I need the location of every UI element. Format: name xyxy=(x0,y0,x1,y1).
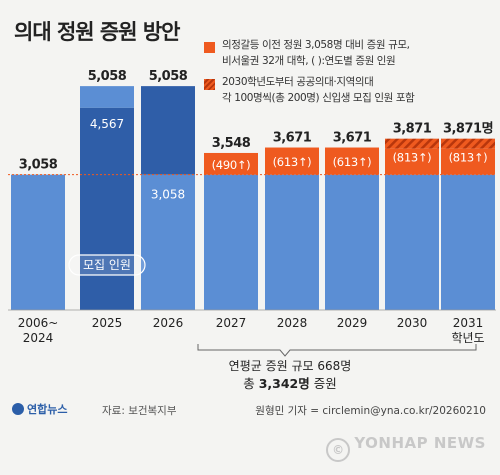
bar-increase xyxy=(265,147,319,175)
bar-increase-label: (490↑) xyxy=(212,158,251,172)
annotation-suffix: 증원 xyxy=(310,376,337,391)
yonhap-logo: 연합뉴스 xyxy=(12,401,67,417)
category-label: 2026 xyxy=(153,316,184,330)
credit-text: 원형민 기자 = circlemin@yna.co.kr/20260210 xyxy=(255,405,486,417)
legend-swatch-increase xyxy=(204,42,215,53)
legend-line: 의정갈등 이전 정원 3,058명 대비 증원 규모, xyxy=(222,39,410,51)
category-label: 2028 xyxy=(277,316,308,330)
logo-mark-icon xyxy=(12,403,24,415)
annotation-line2: 총 3,342명 증원 xyxy=(243,376,337,391)
bar-inner-label: 3,058 xyxy=(151,188,185,202)
category-label-line: 2024 xyxy=(23,331,54,345)
category-label: 2029 xyxy=(337,316,368,330)
category-label-line: 학년도 xyxy=(451,331,484,345)
bar-segment-upper xyxy=(80,86,134,108)
bar-total-label: 3,058 xyxy=(19,158,58,173)
bar-base xyxy=(385,174,439,310)
bar-total-label: 5,058 xyxy=(149,69,188,84)
legend-text-public-med: 2030학년도부터 공공의대·지역의대 각 100명씩(총 200명) 신입생 … xyxy=(222,74,415,106)
watermark: © YONHAP NEWS xyxy=(326,434,486,462)
category-label-line: 2026 xyxy=(153,316,184,330)
bar-increase xyxy=(441,148,495,175)
legend-line: 2030학년도부터 공공의대·지역의대 xyxy=(222,76,374,88)
watermark-text: YONHAP NEWS xyxy=(354,434,486,452)
bar-total-label: 3,671 xyxy=(273,131,312,146)
legend-line: 비서울권 32개 대학, ( ):연도별 증원 인원 xyxy=(222,55,396,67)
bar-total-label: 3,871 xyxy=(393,122,432,137)
bar-increase-label: (613↑) xyxy=(333,155,372,169)
bar-segment-lower xyxy=(80,107,134,311)
bar-base xyxy=(325,174,379,310)
bar-total-label: 3,671 xyxy=(333,131,372,146)
bar-base xyxy=(265,174,319,310)
bar-increase xyxy=(385,148,439,175)
category-label: 2031 학년도 xyxy=(451,316,484,345)
bar-total-label: 5,058 xyxy=(88,69,127,84)
category-label-line: 2027 xyxy=(216,316,247,330)
category-label-line: 2031 xyxy=(453,316,484,330)
category-label: 2027 xyxy=(216,316,247,330)
bar-increase-label: (613↑) xyxy=(273,155,312,169)
bar-chart: 3,058 2006~ 2024 5,058 4,567 2025 5,058 3,058 20… xyxy=(8,69,496,391)
logo-text: 연합뉴스 xyxy=(27,403,68,416)
category-label-line: 2025 xyxy=(92,316,123,330)
annotation-total: 3,342명 xyxy=(259,376,310,391)
recruit-pill xyxy=(68,254,146,276)
annotation-line1: 연평균 증원 규모 668명 xyxy=(229,359,352,373)
bar-segment-upper xyxy=(141,86,195,175)
source-text: 자료: 보건복지부 xyxy=(102,405,177,417)
category-label: 2030 xyxy=(397,316,428,330)
bar-base xyxy=(204,174,258,310)
category-label-line: 2030 xyxy=(397,316,428,330)
annotation-prefix: 총 xyxy=(243,376,258,391)
category-label-line: 2006~ xyxy=(18,316,59,330)
bar-increase-hatched xyxy=(441,138,495,149)
category-label-line: 2028 xyxy=(277,316,308,330)
bar-base xyxy=(441,174,495,310)
chart-title: 의대 정원 증원 방안 xyxy=(14,20,180,44)
bar-total-label: 3,871명 xyxy=(443,121,493,137)
recruit-label: 모집 인원 xyxy=(83,258,131,272)
bar-increase xyxy=(325,147,379,175)
brace-bracket xyxy=(197,344,477,357)
category-label: 2025 xyxy=(92,316,123,330)
bar-inner-label: 4,567 xyxy=(90,117,124,131)
legend-text-increase: 의정갈등 이전 정원 3,058명 대비 증원 규모, 비서울권 32개 대학,… xyxy=(222,37,410,69)
legend-swatch-public-med xyxy=(204,79,215,90)
legend-line: 각 100명씩(총 200명) 신입생 모집 인원 포함 xyxy=(222,92,415,104)
bar-total-label: 3,548 xyxy=(212,136,251,151)
category-label-line: 2029 xyxy=(337,316,368,330)
bar-increase xyxy=(204,152,258,175)
bar-increase-label: (813↑) xyxy=(449,151,488,165)
bar-segment-lower xyxy=(141,174,195,310)
category-label: 2006~ 2024 xyxy=(18,316,59,345)
bar-base xyxy=(11,174,65,310)
copyright-icon: © xyxy=(326,438,351,462)
bar-increase-label: (813↑) xyxy=(393,151,432,165)
bar-increase-hatched xyxy=(385,138,439,149)
